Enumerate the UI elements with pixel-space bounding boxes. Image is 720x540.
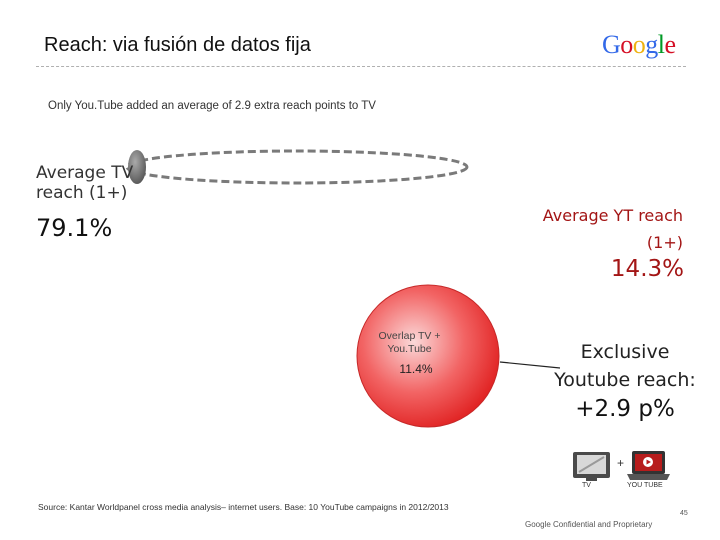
exclusive-reach-label: Exclusive Youtube reach: (554, 341, 696, 391)
overlap-value: 11.4% (399, 362, 433, 376)
tv-reach-ellipse (125, 149, 469, 185)
google-logo: Google (602, 30, 676, 60)
logo-letter: G (602, 30, 621, 59)
source-note: Source: Kantar Worldpanel cross media an… (38, 502, 449, 512)
tv-reach-value: 79.1% (36, 214, 113, 242)
slide-subtitle: Only You.Tube added an average of 2.9 ex… (48, 100, 376, 112)
tv-reach-ellipse-edge (128, 150, 146, 184)
tv-icon-caption: TV (582, 482, 591, 489)
plus-sign: + (617, 456, 625, 470)
logo-letter: g (645, 30, 658, 59)
logo-letter: o (632, 30, 646, 59)
overlap-label: Overlap TV + You.Tube (378, 330, 441, 355)
youtube-reach-circle (356, 284, 500, 428)
exclusive-reach-value: +2.9 p% (575, 396, 675, 422)
youtube-laptop-icon (627, 451, 670, 480)
confidential-footer: Google Confidential and Proprietary (525, 520, 653, 529)
youtube-reach-value: 14.3% (610, 256, 684, 282)
logo-letter: e (664, 30, 677, 59)
youtube-icon-caption: YOU TUBE (627, 482, 663, 489)
slide-title: Reach: via fusión de datos fija (44, 34, 311, 56)
youtube-reach-label: Average YT reach (1+) (542, 206, 683, 252)
page-number: 45 (680, 510, 688, 517)
title-divider (36, 66, 686, 67)
tv-reach-label: Average TV reach (1+) (36, 163, 134, 203)
logo-letter: l (657, 30, 665, 59)
tv-icon (573, 452, 610, 481)
logo-letter: o (620, 30, 633, 59)
exclusive-connector-line (499, 361, 561, 369)
